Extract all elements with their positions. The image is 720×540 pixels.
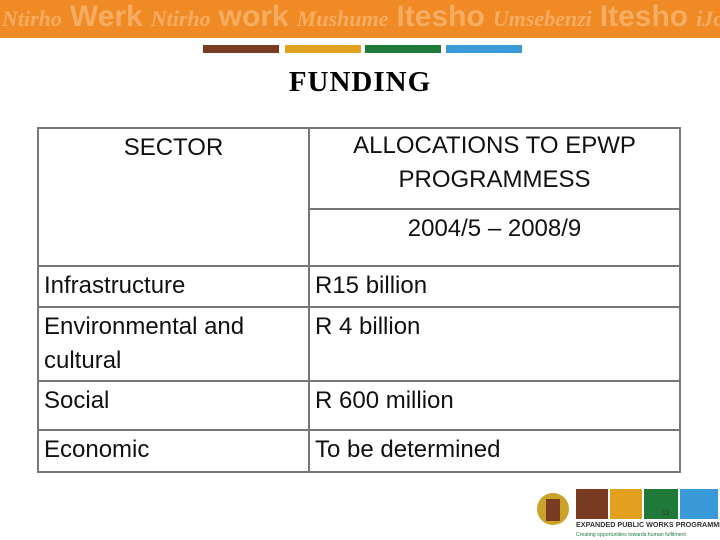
header-cell: 2004/5 – 2008/9 bbox=[308, 208, 681, 267]
header-cell: ALLOCATIONS TO EPWP PROGRAMMESS bbox=[308, 127, 681, 210]
banner-word: work bbox=[218, 0, 289, 33]
logo-title: EXPANDED PUBLIC WORKS PROGRAMME bbox=[576, 520, 720, 529]
banner-word: Itesho bbox=[599, 0, 689, 33]
title: FUNDING bbox=[288, 66, 432, 98]
logo-tile bbox=[680, 489, 718, 519]
cell: Environmental and cultural bbox=[37, 306, 310, 382]
cell: R 600 million bbox=[308, 380, 681, 431]
banner: Ntirho Werk Ntirho work Mushume Itesho Umseben… bbox=[0, 0, 720, 38]
banner-word: iJob bbox=[696, 6, 720, 31]
stripe bbox=[365, 45, 441, 53]
banner-word: Werk bbox=[69, 0, 143, 33]
header-cell: SECTOR bbox=[37, 127, 310, 267]
banner-word: Umsebenzi bbox=[492, 6, 592, 31]
banner-word: Itesho bbox=[396, 0, 485, 33]
cell: Infrastructure bbox=[37, 265, 310, 308]
logo-tile bbox=[610, 489, 642, 519]
logo-tile bbox=[576, 489, 608, 519]
cell: R15 billion bbox=[308, 265, 681, 308]
stripe bbox=[285, 45, 361, 53]
banner-word: Ntirho bbox=[150, 6, 211, 31]
coat-of-arms bbox=[546, 499, 560, 521]
banner-word: Mushume bbox=[296, 6, 389, 31]
logo: 12 EXPANDED PUBLIC WORKS PROGRAMME Creat… bbox=[537, 489, 720, 538]
cell: Economic bbox=[37, 429, 310, 473]
stripe bbox=[446, 45, 522, 53]
funding-table: SECTOR ALLOCATIONS TO EPWP PROGRAMMESS 2… bbox=[37, 127, 681, 473]
page-number: 12 bbox=[662, 510, 670, 517]
cell: R 4 billion bbox=[308, 306, 681, 382]
cell: To be determined bbox=[308, 429, 681, 473]
banner-word: Ntirho bbox=[2, 6, 62, 31]
logo-tagline: Creating opportunities towards human ful… bbox=[576, 532, 686, 538]
stripe bbox=[203, 45, 279, 53]
logo-tile bbox=[644, 489, 678, 519]
cell: Social bbox=[37, 380, 310, 431]
